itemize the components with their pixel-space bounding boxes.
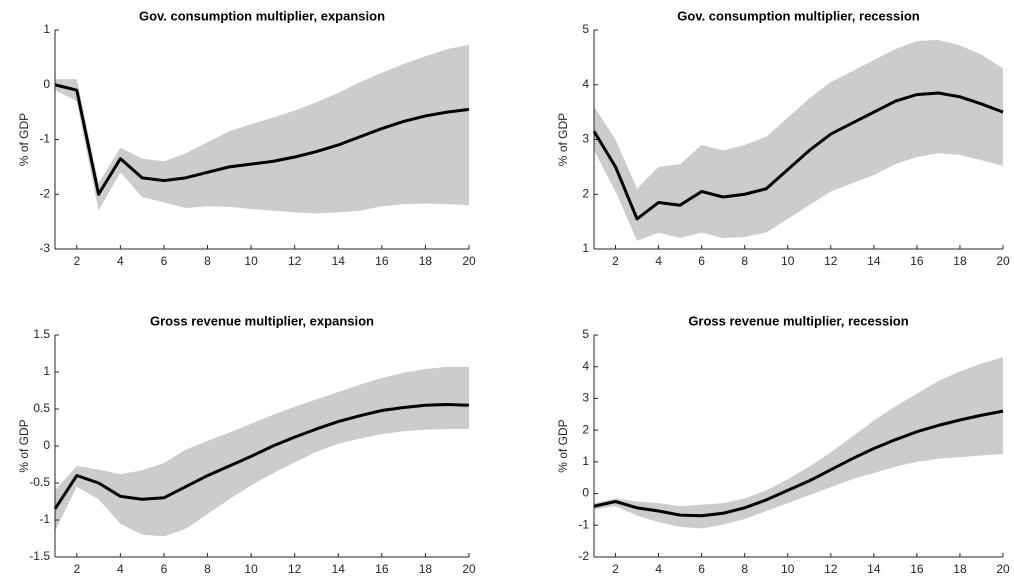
x-tick-label: 14 <box>332 254 346 268</box>
x-tick-label: 18 <box>419 254 433 268</box>
y-tick-label: 0 <box>582 486 589 500</box>
x-tick-label: 16 <box>910 562 924 576</box>
y-axis-label: % of GDP <box>556 113 570 166</box>
x-tick-label: 4 <box>655 254 662 268</box>
y-axis-label: % of GDP <box>17 113 31 166</box>
y-tick-label: 1 <box>43 364 50 378</box>
y-tick-label: -1 <box>39 132 50 146</box>
x-tick-label: 8 <box>741 562 748 576</box>
y-tick-label: 1.5 <box>33 327 50 341</box>
y-tick-label: 2 <box>582 422 589 436</box>
y-tick-label: -2 <box>39 186 50 200</box>
x-tick-label: 10 <box>781 254 795 268</box>
y-tick-label: -3 <box>39 241 50 255</box>
x-tick-label: 16 <box>910 254 924 268</box>
response-line <box>593 409 1004 518</box>
x-tick-label: 20 <box>462 562 476 576</box>
x-tick-label: 14 <box>867 254 881 268</box>
y-tick-label: -1 <box>578 517 589 531</box>
y-axis-label: % of GDP <box>17 419 31 472</box>
x-tick-label: 20 <box>996 254 1010 268</box>
x-tick-label: 16 <box>375 562 389 576</box>
y-axis-label: % of GDP <box>556 419 570 472</box>
x-tick-label: 10 <box>244 254 258 268</box>
x-tick-label: 2 <box>73 562 80 576</box>
x-tick-label: 6 <box>698 254 705 268</box>
y-tick-label: 2 <box>582 186 589 200</box>
x-tick-label: 2 <box>73 254 80 268</box>
x-tick-label: 18 <box>953 254 967 268</box>
y-tick-label: 5 <box>582 22 589 36</box>
x-tick-label: 6 <box>698 562 705 576</box>
response-line <box>592 91 1004 221</box>
confidence-band <box>594 357 1003 529</box>
y-tick-label: -1 <box>39 512 50 526</box>
x-tick-label: 14 <box>332 562 346 576</box>
chart-title: Gross revenue multiplier, expansion <box>150 313 374 328</box>
x-tick-label: 10 <box>781 562 795 576</box>
response-line <box>54 83 470 196</box>
confidence-band <box>594 39 1003 241</box>
y-tick-label: -2 <box>578 549 589 563</box>
x-tick-label: 4 <box>117 562 124 576</box>
y-tick-label: 0 <box>43 438 50 452</box>
x-tick-label: 6 <box>161 562 168 576</box>
y-tick-label: 3 <box>582 391 589 405</box>
y-tick-label: 1 <box>43 22 50 36</box>
x-tick-label: 4 <box>117 254 124 268</box>
x-tick-label: 8 <box>741 254 748 268</box>
confidence-band <box>55 44 469 214</box>
y-tick-label: 4 <box>582 359 589 373</box>
y-tick-label: 1 <box>582 454 589 468</box>
x-tick-label: 12 <box>288 254 302 268</box>
y-tick-label: 3 <box>582 132 589 146</box>
y-tick-label: 5 <box>582 327 589 341</box>
x-tick-label: 18 <box>419 562 433 576</box>
x-tick-label: 14 <box>867 562 881 576</box>
y-tick-label: -0.5 <box>29 475 50 489</box>
y-tick-label: 1 <box>582 241 589 255</box>
subplot: -1.5 -1 -0.5 0 0.5 1 1.5 2 4 6 8 10 12 14 16 18 20 Gross … <box>17 313 476 576</box>
y-tick-label: -1.5 <box>29 549 50 563</box>
y-tick-label: 4 <box>582 77 589 91</box>
x-tick-label: 18 <box>953 562 967 576</box>
x-tick-label: 12 <box>824 254 838 268</box>
x-tick-label: 10 <box>244 562 258 576</box>
x-tick-label: 8 <box>204 254 211 268</box>
chart-title: Gross revenue multiplier, recession <box>688 313 908 328</box>
x-tick-label: 2 <box>612 562 619 576</box>
x-tick-label: 20 <box>462 254 476 268</box>
chart-title: Gov. consumption multiplier, expansion <box>139 8 385 23</box>
x-tick-label: 20 <box>996 562 1010 576</box>
x-tick-label: 12 <box>824 562 838 576</box>
x-tick-label: 8 <box>204 562 211 576</box>
response-line <box>53 403 470 510</box>
x-tick-label: 4 <box>655 562 662 576</box>
chart-title: Gov. consumption multiplier, recession <box>677 8 920 23</box>
y-tick-label: 0.5 <box>33 401 50 415</box>
x-tick-label: 6 <box>161 254 168 268</box>
y-tick-label: 0 <box>43 77 50 91</box>
x-tick-label: 2 <box>612 254 619 268</box>
x-tick-label: 12 <box>288 562 302 576</box>
x-tick-label: 16 <box>375 254 389 268</box>
